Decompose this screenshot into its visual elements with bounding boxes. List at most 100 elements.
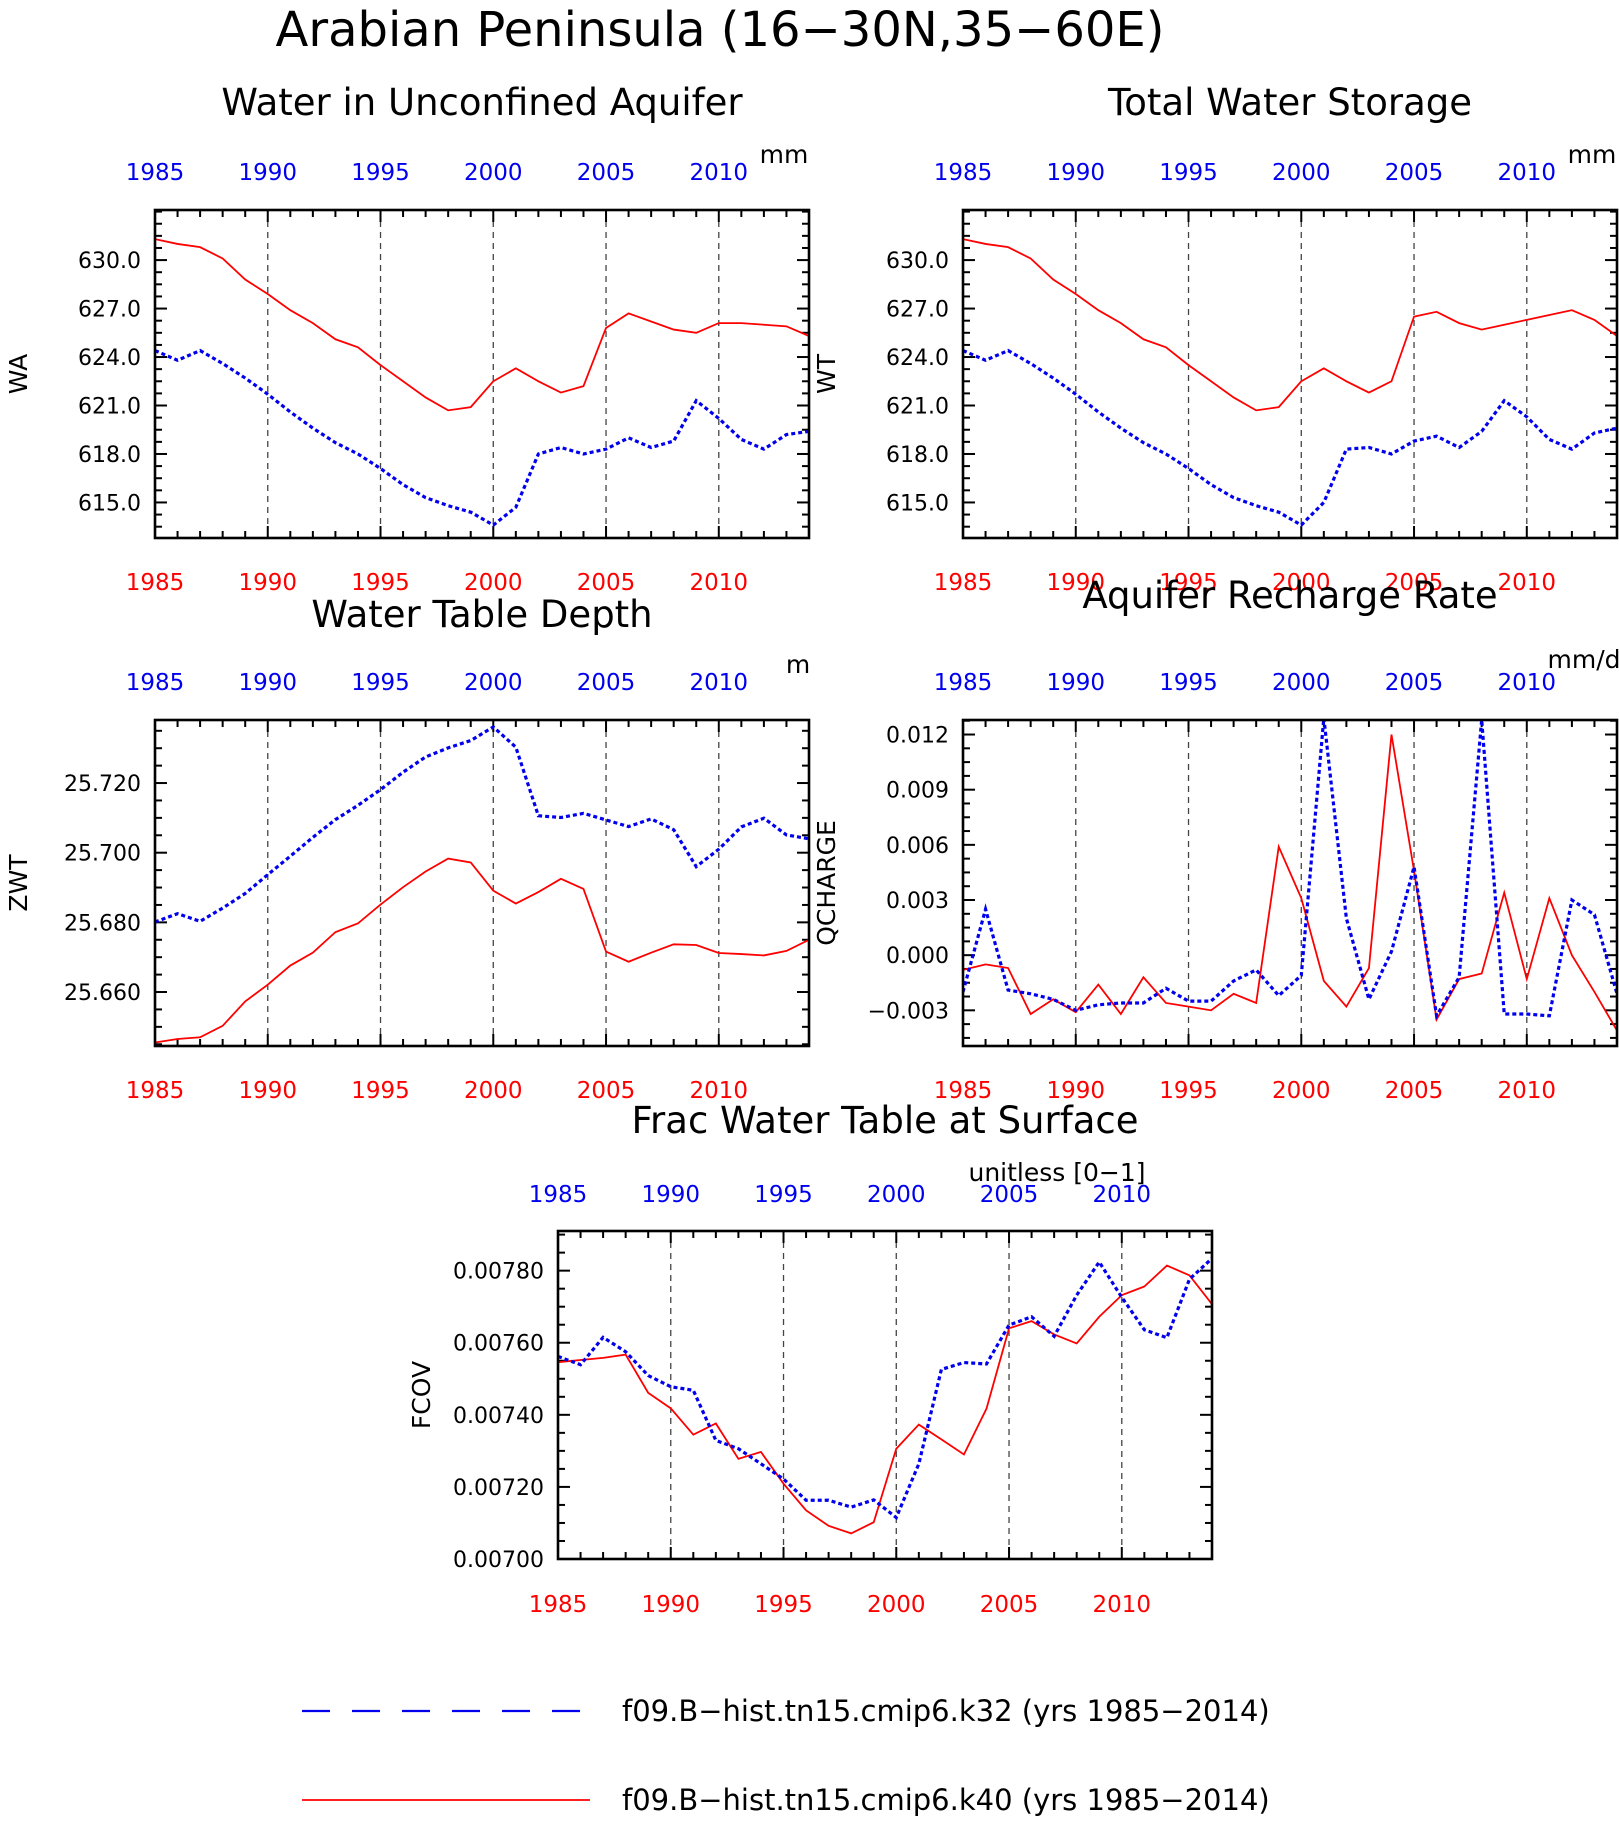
y-tick-label: 615.0 — [78, 491, 141, 516]
panel-title: Total Water Storage — [1107, 81, 1472, 124]
plot-frame — [153, 208, 811, 540]
x-tick-label-top: 1985 — [126, 160, 185, 186]
x-tick-label-top: 2000 — [867, 1182, 926, 1208]
y-tick-label: 0.00720 — [453, 1476, 544, 1501]
x-tick-label-top: 2000 — [464, 160, 523, 186]
x-tick-label-bottom: 1995 — [351, 570, 410, 596]
x-tick-label-bottom: 2005 — [577, 570, 636, 596]
x-tick-label-top: 1995 — [754, 1182, 813, 1208]
x-tick-label-bottom: 2000 — [464, 1078, 523, 1104]
series-line-k40 — [558, 1264, 1212, 1535]
y-tick-label: 25.720 — [64, 772, 141, 797]
series-line-k40 — [963, 238, 1617, 412]
x-tick-label-top: 2010 — [1498, 670, 1557, 696]
x-tick-label-top: 2010 — [690, 160, 749, 186]
x-tick-label-bottom: 1990 — [1046, 570, 1105, 596]
x-tick-label-bottom: 2010 — [1498, 570, 1557, 596]
x-tick-label-top: 1990 — [238, 160, 297, 186]
x-tick-label-top: 1985 — [934, 670, 993, 696]
legend-label-k32: f09.B−hist.tn15.cmip6.k32 (yrs 1985−2014… — [622, 1694, 1270, 1728]
y-tick-label: 621.0 — [78, 395, 141, 420]
x-tick-label-bottom: 2010 — [1093, 1592, 1152, 1618]
y-tick-label: 615.0 — [886, 491, 949, 516]
x-tick-label-top: 2010 — [1498, 160, 1557, 186]
x-tick-label-top: 2005 — [980, 1182, 1039, 1208]
x-tick-label-top: 1985 — [126, 670, 185, 696]
x-tick-label-top: 1990 — [238, 670, 297, 696]
y-tick-label: 627.0 — [78, 298, 141, 323]
y-tick-label: 25.700 — [64, 842, 141, 867]
y-axis-label: WA — [4, 354, 33, 394]
series-line-k32 — [963, 720, 1617, 1021]
x-tick-label-top: 1995 — [351, 160, 410, 186]
series-line-k32 — [155, 724, 809, 924]
y-tick-label: 0.006 — [886, 834, 949, 859]
x-tick-label-bottom: 1995 — [351, 1078, 410, 1104]
y-tick-label: −0.003 — [868, 999, 949, 1024]
x-tick-label-bottom: 1990 — [238, 570, 297, 596]
x-tick-label-top: 2000 — [1272, 670, 1331, 696]
x-tick-label-top: 1985 — [934, 160, 993, 186]
x-tick-label-bottom: 2005 — [577, 1078, 636, 1104]
units-label: mm — [1568, 140, 1617, 169]
series-line-k32 — [963, 348, 1617, 528]
x-tick-label-top: 2005 — [1385, 160, 1444, 186]
series-line-k32 — [558, 1257, 1212, 1521]
x-tick-label-top: 2000 — [1272, 160, 1331, 186]
y-tick-label: 618.0 — [78, 443, 141, 468]
y-tick-label: 0.00760 — [453, 1332, 544, 1357]
y-tick-label: 0.000 — [886, 944, 949, 969]
series-line-k40 — [155, 238, 809, 412]
panel-wt: Total Water Storage mm 1985 1985 1990 1990 199… — [812, 81, 1619, 596]
legend: f09.B−hist.tn15.cmip6.k32 (yrs 1985−2014… — [302, 1694, 1270, 1817]
x-tick-label-top: 2005 — [577, 670, 636, 696]
x-tick-label-top: 2005 — [1385, 670, 1444, 696]
y-tick-label: 0.012 — [886, 724, 949, 749]
x-tick-label-top: 2010 — [690, 670, 749, 696]
x-tick-label-bottom: 1985 — [529, 1592, 588, 1618]
x-tick-label-bottom: 2005 — [1385, 1078, 1444, 1104]
x-tick-label-bottom: 1995 — [1159, 1078, 1218, 1104]
x-tick-label-top: 2010 — [1093, 1182, 1152, 1208]
panel-wa: Water in Unconfined Aquifer mm 1985 1985 199… — [4, 81, 811, 596]
y-tick-label: 624.0 — [886, 346, 949, 371]
panel-title: Water Table Depth — [311, 593, 652, 636]
y-tick-label: 0.00700 — [453, 1548, 544, 1573]
x-tick-label-bottom: 2005 — [980, 1592, 1039, 1618]
series-line-k40 — [155, 857, 809, 1044]
y-axis-label: FCOV — [407, 1361, 436, 1429]
y-tick-label: 0.009 — [886, 779, 949, 804]
figure-title: Arabian Peninsula (16−30N,35−60E) — [276, 2, 1165, 58]
plot-frame — [556, 1229, 1214, 1561]
panel-title: Frac Water Table at Surface — [631, 1099, 1138, 1142]
x-tick-label-bottom: 2000 — [1272, 570, 1331, 596]
plot-frame — [961, 718, 1619, 1048]
x-tick-label-bottom: 2000 — [1272, 1078, 1331, 1104]
y-tick-label: 630.0 — [886, 249, 949, 274]
y-tick-label: 0.00780 — [453, 1260, 544, 1285]
panels: Water in Unconfined Aquifer mm 1985 1985 199… — [4, 81, 1619, 1618]
x-tick-label-top: 1995 — [351, 670, 410, 696]
x-tick-label-bottom: 1985 — [934, 1078, 993, 1104]
y-tick-label: 0.00740 — [453, 1404, 544, 1429]
panel-title: Aquifer Recharge Rate — [1082, 574, 1497, 617]
plot-frame — [153, 718, 811, 1048]
y-tick-label: 25.680 — [64, 911, 141, 936]
y-tick-label: 621.0 — [886, 395, 949, 420]
x-tick-label-bottom: 1985 — [126, 570, 185, 596]
units-label: m — [786, 650, 810, 679]
x-tick-label-bottom: 2010 — [690, 570, 749, 596]
x-tick-label-bottom: 1985 — [934, 570, 993, 596]
y-tick-label: 0.003 — [886, 889, 949, 914]
x-tick-label-top: 1990 — [1046, 670, 1105, 696]
y-tick-label: 630.0 — [78, 249, 141, 274]
units-label: mm/d — [1548, 645, 1619, 674]
x-tick-label-bottom: 1995 — [754, 1592, 813, 1618]
y-tick-label: 618.0 — [886, 443, 949, 468]
x-tick-label-bottom: 1995 — [1159, 570, 1218, 596]
x-tick-label-top: 1995 — [1159, 160, 1218, 186]
x-tick-label-bottom: 1990 — [641, 1592, 700, 1618]
x-tick-label-top: 2005 — [577, 160, 636, 186]
x-tick-label-bottom: 2005 — [1385, 570, 1444, 596]
